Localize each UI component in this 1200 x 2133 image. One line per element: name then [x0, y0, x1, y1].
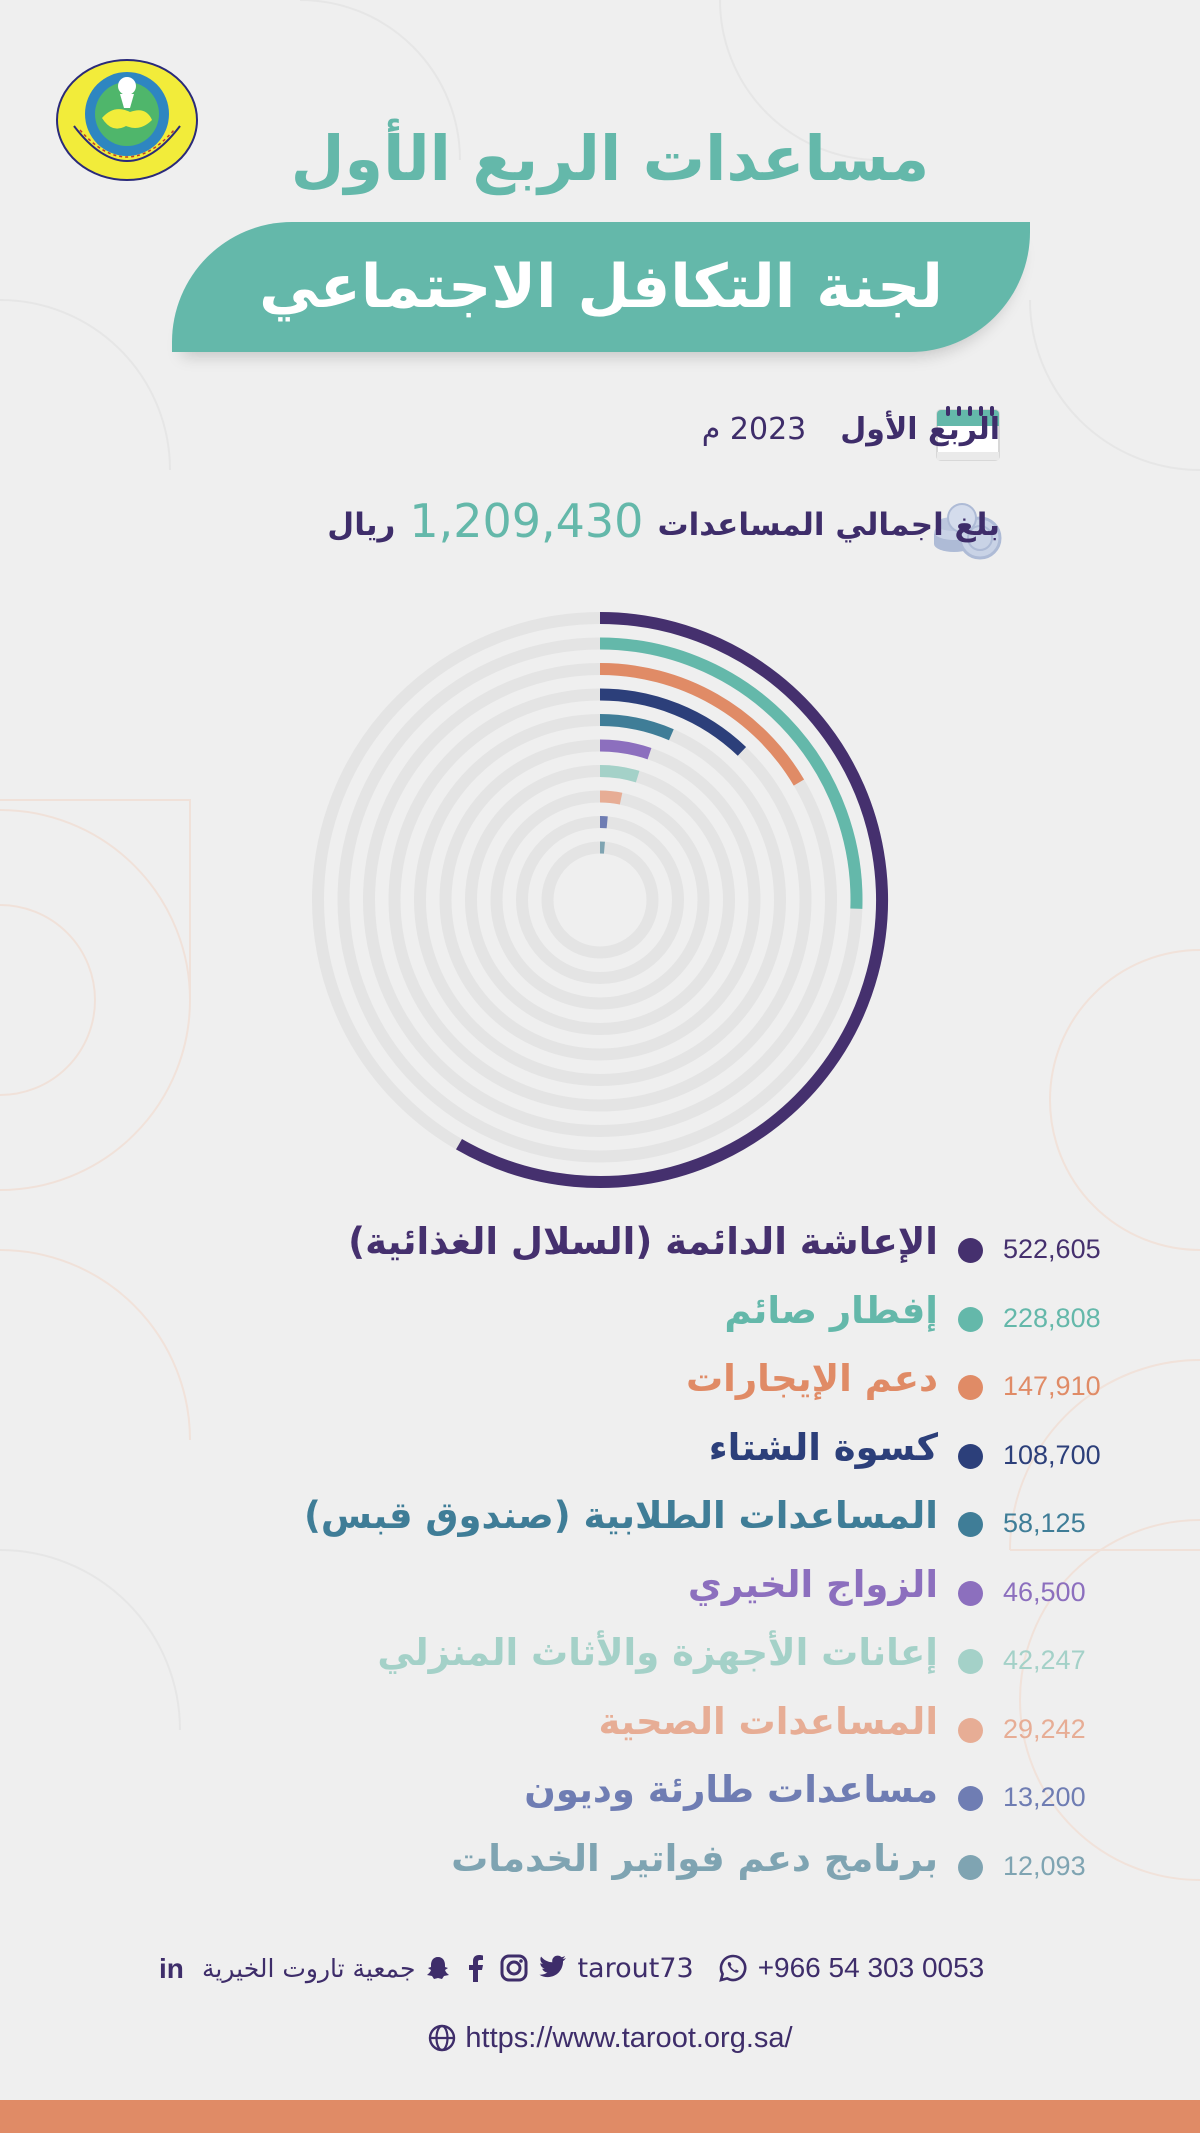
- legend-dot: [958, 1786, 983, 1811]
- chart-bar: [599, 739, 652, 760]
- chart-bar: [599, 714, 674, 741]
- whatsapp-icon[interactable]: [718, 1953, 748, 1983]
- legend-item: إعانات الأجهزة والأثاث المنزلي 42,247: [0, 1631, 1200, 1691]
- legend-label: الإعاشة الدائمة (السلال الغذائية): [348, 1220, 938, 1263]
- period-row: الربع الأول 2023 م: [702, 412, 1000, 447]
- radial-bar-chart: [312, 612, 888, 1188]
- legend-dot: [958, 1306, 983, 1332]
- legend-item: دعم الإيجارات 147,910: [0, 1357, 1200, 1417]
- legend-dot: [958, 1443, 983, 1469]
- page-title: مساعدات الربع الأول: [290, 122, 930, 195]
- legend-label: كسوة الشتاء: [708, 1425, 938, 1469]
- legend-dot: [958, 1512, 983, 1537]
- legend-label: دعم الإيجارات: [685, 1357, 938, 1400]
- legend-item: الإعاشة الدائمة (السلال الغذائية) 522,605: [0, 1220, 1200, 1280]
- legend-value: 228,808: [1003, 1302, 1101, 1333]
- coins-icon: [934, 503, 1002, 560]
- phone-number[interactable]: +966 54 303 0053: [757, 1952, 985, 1983]
- legend-value: 147,910: [1003, 1371, 1101, 1401]
- legend-dot: [958, 1238, 983, 1263]
- footer-org-name: جمعية تاروت الخيرية: [202, 1953, 416, 1983]
- legend-value: 58,125: [1003, 1508, 1086, 1538]
- legend-item: المساعدات الطلابية (صندوق قبس) 58,125: [0, 1494, 1200, 1554]
- legend-dot: [958, 1854, 983, 1880]
- legend-value: 108,700: [1003, 1439, 1101, 1470]
- period-year: 2023 م: [701, 412, 807, 447]
- legend-label: مساعدات طارئة وديون: [524, 1768, 938, 1811]
- total-currency: ريال: [327, 507, 396, 543]
- legend-value: 42,247: [1003, 1645, 1086, 1675]
- legend-label: برنامج دعم فواتير الخدمات: [451, 1836, 938, 1880]
- instagram-icon[interactable]: [499, 1953, 529, 1983]
- legend-item: مساعدات طارئة وديون 13,200: [0, 1768, 1200, 1828]
- legend-dot: [958, 1580, 983, 1606]
- footer-contacts: in جمعية تاروت الخيرية tarout73 +966 54 …: [150, 1946, 1070, 1990]
- globe-icon: [429, 2024, 456, 2052]
- chart-bar: [599, 637, 863, 909]
- organization-logo: [56, 59, 198, 181]
- website-link[interactable]: https://www.taroot.org.sa/: [400, 2018, 820, 2058]
- chart-bar: [599, 790, 623, 805]
- total-amount: 1,209,430: [409, 494, 644, 548]
- chart-track: [388, 688, 812, 1112]
- legend-value: 46,500: [1003, 1576, 1086, 1607]
- legend-value: 12,093: [1003, 1850, 1086, 1881]
- svg-text:in: in: [159, 1954, 184, 1982]
- chart-bar: [599, 765, 640, 783]
- legend-item: برنامج دعم فواتير الخدمات 12,093: [0, 1837, 1200, 1897]
- chart-track: [541, 841, 659, 959]
- legend-value: 13,200: [1003, 1782, 1086, 1812]
- total-prefix: بلغ اجمالي المساعدات: [657, 507, 1000, 543]
- total-row: بلغ اجمالي المساعدات 1,209,430 ريال: [327, 494, 1000, 552]
- linkedin-icon[interactable]: in: [158, 1953, 188, 1983]
- legend-value: 29,242: [1003, 1713, 1086, 1744]
- twitter-icon[interactable]: [537, 1953, 567, 1983]
- chart-bar: [599, 688, 747, 756]
- chart-bar: [456, 612, 888, 1188]
- bottom-accent-bar: [0, 2100, 1200, 2133]
- legend-label: إعانات الأجهزة والأثاث المنزلي: [377, 1631, 938, 1674]
- facebook-icon[interactable]: [461, 1953, 491, 1983]
- period-label: الربع الأول: [840, 412, 1000, 447]
- chart-track: [465, 765, 735, 1035]
- social-handle[interactable]: tarout73: [577, 1952, 694, 1984]
- legend-item: المساعدات الصحية 29,242: [0, 1700, 1200, 1760]
- legend-dot: [958, 1717, 983, 1743]
- legend-label: المساعدات الطلابية (صندوق قبس): [304, 1494, 938, 1537]
- legend-item: إفطار صائم 228,808: [0, 1289, 1200, 1349]
- snapchat-icon[interactable]: [423, 1953, 453, 1983]
- legend-dot: [958, 1649, 983, 1674]
- legend-label: إفطار صائم: [724, 1288, 938, 1332]
- legend-item: كسوة الشتاء 108,700: [0, 1426, 1200, 1486]
- website-url[interactable]: https://www.taroot.org.sa/: [465, 2021, 793, 2054]
- title-banner: [172, 222, 1030, 352]
- legend-item: الزواج الخيري 46,500: [0, 1563, 1200, 1623]
- chart-bar: [599, 663, 805, 786]
- calendar-icon: [936, 406, 1000, 461]
- legend-value: 522,605: [1003, 1234, 1101, 1264]
- legend-label: المساعدات الصحية: [598, 1699, 938, 1743]
- legend-label: الزواج الخيري: [687, 1562, 938, 1606]
- legend-dot: [958, 1375, 983, 1400]
- page-subtitle: لجنة التكافل الاجتماعي: [259, 252, 943, 322]
